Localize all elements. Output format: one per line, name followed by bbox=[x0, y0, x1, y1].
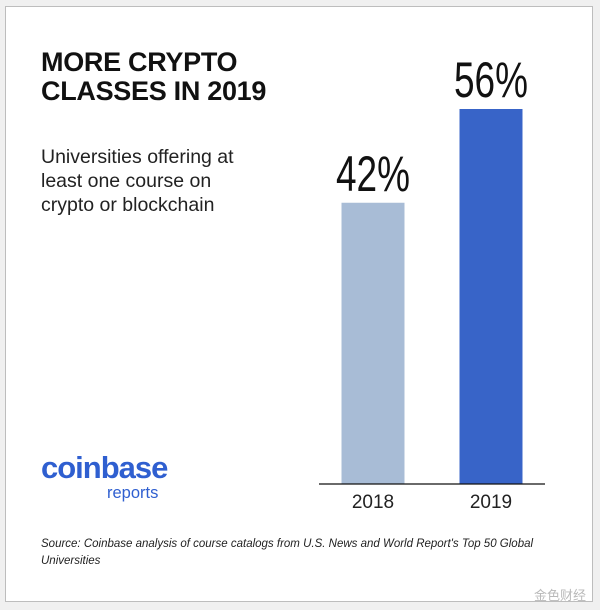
bar-2019 bbox=[459, 109, 523, 484]
value-label-2019: 56% bbox=[454, 52, 528, 108]
chart-title: MORE CRYPTO CLASSES IN 2019 bbox=[41, 47, 267, 106]
source-note: Source: Coinbase analysis of course cata… bbox=[41, 538, 534, 567]
coinbase-reports-logo: coinbase reports bbox=[41, 450, 168, 503]
value-label-2018: 42% bbox=[336, 146, 410, 202]
brand-name: coinbase bbox=[41, 450, 168, 485]
bar-2018 bbox=[341, 202, 405, 484]
x-tick-2019: 2019 bbox=[470, 492, 512, 513]
watermark: 金色财经 bbox=[533, 588, 586, 603]
brand-sub: reports bbox=[107, 484, 159, 502]
x-tick-2018: 2018 bbox=[352, 492, 394, 513]
chart-subtitle: Universities offering at least one cours… bbox=[41, 146, 234, 216]
